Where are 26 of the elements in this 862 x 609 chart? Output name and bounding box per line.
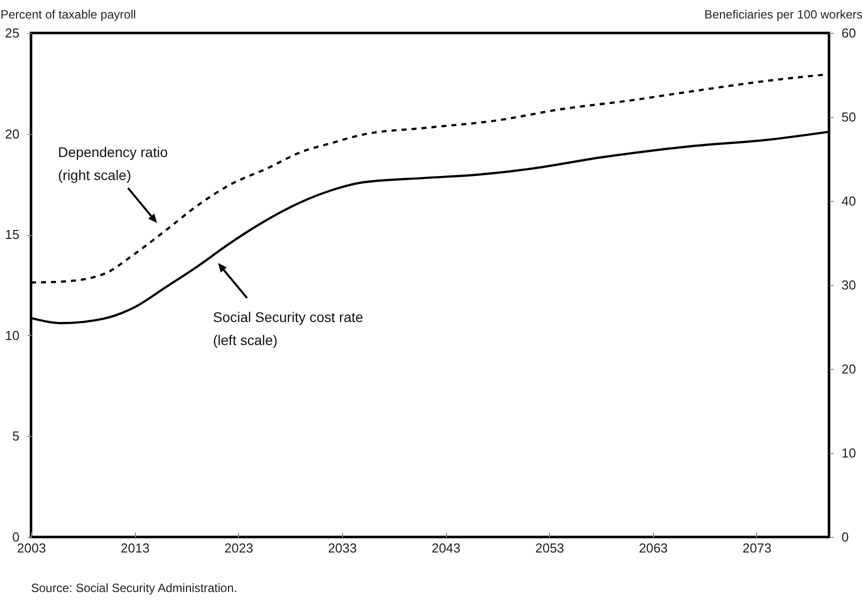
x-tick-label: 2003 bbox=[17, 540, 46, 556]
y2-tick-label: 10 bbox=[842, 446, 856, 460]
annotation: Social Security cost rate (left scale) bbox=[213, 309, 364, 348]
y2-axis-title: Beneficiaries per 100 workers bbox=[704, 8, 862, 22]
y2-tick-label: 40 bbox=[842, 194, 856, 208]
x-tick-label: 2013 bbox=[120, 540, 150, 556]
x-tick-label: 2063 bbox=[638, 540, 668, 556]
x-tick-label: 2023 bbox=[224, 540, 254, 556]
source-note: Source: Social Security Administration. bbox=[31, 581, 238, 595]
y2-tick-label: 30 bbox=[842, 278, 856, 292]
y2-tick-label: 20 bbox=[842, 362, 856, 376]
x-tick-label: 2073 bbox=[742, 540, 772, 556]
y-tick-label: 15 bbox=[5, 227, 20, 242]
y-tick-label: 0 bbox=[12, 530, 20, 544]
x-tick-label: 2043 bbox=[432, 540, 461, 556]
y2-tick-label: 0 bbox=[842, 530, 849, 544]
annotation: Dependency ratio (right scale) bbox=[58, 144, 168, 183]
y2-tick-label: 60 bbox=[842, 26, 856, 40]
y-axis-title: Percent of taxable payroll bbox=[0, 8, 136, 22]
y2-tick-label: 50 bbox=[842, 110, 856, 124]
x-tick-label: 2033 bbox=[328, 540, 357, 556]
x-tick-label: 2053 bbox=[535, 540, 564, 556]
y-tick-label: 5 bbox=[12, 428, 20, 444]
y-tick-label: 25 bbox=[5, 26, 20, 40]
y-tick-label: 10 bbox=[5, 328, 20, 343]
y-tick-label: 20 bbox=[5, 126, 20, 142]
